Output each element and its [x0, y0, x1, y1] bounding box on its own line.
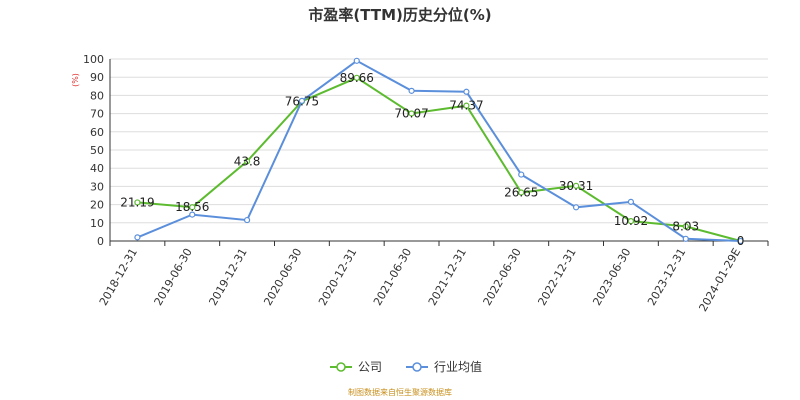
data-label: 70.07 [394, 106, 428, 120]
data-point [298, 97, 306, 104]
data-label: 30.31 [559, 179, 593, 193]
data-label: 8.03 [672, 219, 699, 233]
x-tick-label: 2023-12-31 [645, 246, 688, 308]
y-tick-label: 0 [97, 235, 104, 248]
data-label: 76.75 [285, 94, 319, 108]
legend-label: 公司 [358, 360, 382, 374]
x-tick-label: 2024-01-29E [696, 246, 743, 314]
data-point [408, 110, 415, 117]
y-tick-label: 80 [90, 89, 104, 102]
data-label: 10.92 [614, 214, 648, 228]
data-label: 43.8 [234, 154, 261, 168]
y-tick-label: 30 [90, 180, 104, 193]
data-label: 26.65 [504, 185, 538, 199]
data-label: 21.19 [120, 195, 154, 209]
data-point [627, 218, 635, 225]
y-tick-label: 70 [90, 108, 104, 121]
x-tick-label: 2018-12-31 [97, 246, 140, 308]
data-point [353, 74, 360, 81]
y-tick-label: 50 [90, 144, 104, 157]
data-point [572, 204, 580, 211]
x-tick-label: 2019-06-30 [152, 246, 195, 308]
chart-title: 市盈率(TTM)历史分位(%) [308, 6, 492, 24]
data-point [572, 182, 580, 189]
data-point [353, 57, 360, 64]
data-point [134, 199, 141, 206]
x-tick-label: 2021-06-30 [371, 246, 414, 308]
data-point [463, 102, 470, 109]
x-tick-label: 2022-06-30 [481, 246, 524, 308]
data-point [243, 158, 251, 165]
y-tick-label: 90 [90, 71, 104, 84]
data-label: 89.66 [340, 71, 374, 85]
source-note: 制图数据来自恒生聚源数据库 [348, 388, 452, 397]
data-point [682, 235, 689, 242]
series-line-0 [137, 76, 741, 242]
data-point [518, 189, 525, 196]
y-tick-label: 10 [90, 217, 104, 230]
data-point [189, 204, 196, 211]
data-point [243, 216, 251, 224]
data-label: 74.37 [449, 99, 483, 113]
legend-label: 行业均值 [434, 359, 482, 374]
x-tick-label: 2021-12-31 [426, 246, 469, 308]
data-point [682, 223, 689, 230]
legend-swatch-marker [336, 362, 346, 372]
y-axis-label: (%) [71, 73, 80, 87]
data-point [627, 198, 635, 205]
x-tick-label: 2023-06-30 [590, 246, 633, 308]
data-label: 0 [737, 234, 745, 248]
data-point [408, 87, 415, 94]
series-line-1 [137, 59, 741, 242]
x-tick-label: 2022-12-31 [535, 246, 578, 308]
data-point [189, 211, 196, 218]
y-tick-label: 100 [83, 53, 104, 66]
x-tick-label: 2020-06-30 [261, 246, 304, 308]
data-point [463, 88, 470, 95]
data-point [134, 234, 141, 241]
data-point [737, 237, 744, 245]
data-point [518, 171, 525, 178]
y-tick-label: 40 [90, 162, 104, 175]
y-tick-label: 20 [90, 199, 104, 212]
y-tick-label: 60 [90, 126, 104, 139]
data-label: 18.56 [175, 200, 209, 214]
legend-swatch-marker [412, 362, 422, 372]
x-tick-label: 2020-12-31 [316, 246, 359, 308]
x-tick-label: 2019-12-31 [206, 246, 249, 308]
